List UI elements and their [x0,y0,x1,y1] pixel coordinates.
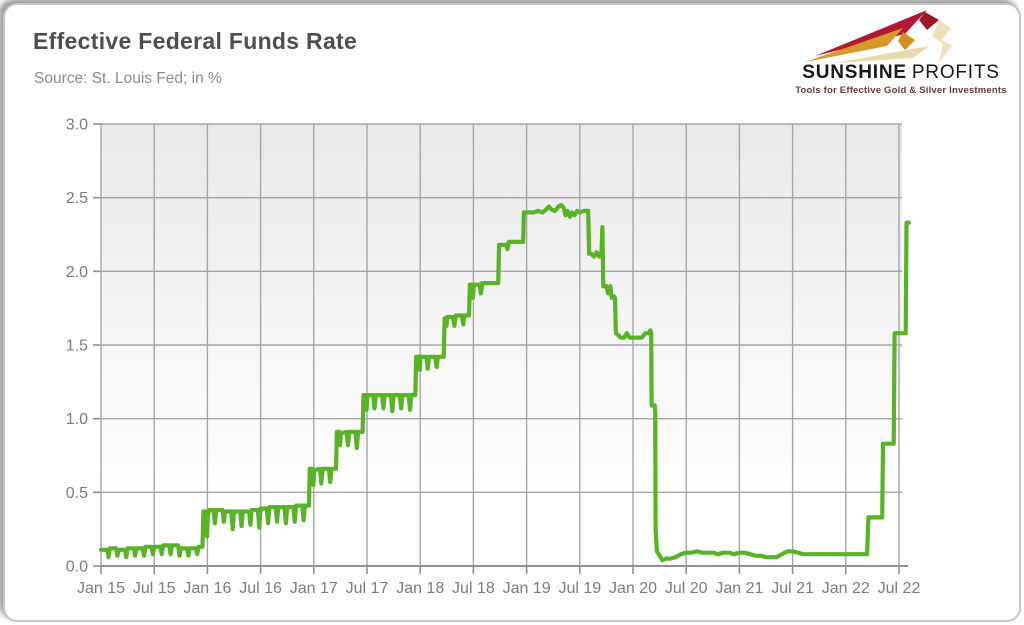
x-tick-label: Jan 20 [609,580,657,597]
x-tick-label: Jan 19 [503,580,551,597]
y-tick-label: 3.0 [66,117,88,134]
y-tick-label: 1.0 [66,411,88,428]
x-tick-label: Jan 16 [183,580,231,597]
y-tick-label: 2.5 [66,190,88,207]
x-tick-label: Jan 21 [715,580,763,597]
x-tick-label: Jul 16 [239,580,282,597]
y-tick-label: 1.5 [66,338,88,355]
page-title: Effective Federal Funds Rate [33,28,358,54]
y-tick-label: 0.0 [66,559,88,576]
logo-word-profits: PROFITS [911,62,1000,83]
logo-tagline: Tools for Effective Gold & Silver Invest… [795,85,1007,96]
x-tick-label: Jan 18 [396,580,444,597]
x-tick-label: Jul 15 [133,580,176,597]
x-tick-label: Jan 17 [290,580,338,597]
x-tick-label: Jul 17 [346,580,389,597]
x-tick-label: Jul 19 [558,580,601,597]
x-tick-label: Jul 21 [771,580,814,597]
logo-arrows-icon [805,10,952,63]
y-tick-label: 0.5 [66,485,88,502]
x-tick-label: Jul 22 [878,580,921,597]
effr-series-line [98,202,911,563]
x-tick-label: Jul 18 [452,580,495,597]
logo-wordmark: SUNSHINE PROFITS [792,62,1010,84]
y-tick-label: 2.0 [66,264,88,281]
logo-word-sunshine: SUNSHINE [802,62,907,83]
x-tick-label: Jan 15 [77,580,125,597]
x-tick-label: Jul 20 [665,580,708,597]
sunshine-profits-logo: SUNSHINE PROFITS Tools for Effective Gold… [792,6,1010,104]
source-note: Source: St. Louis Fed; in % [34,70,222,87]
x-tick-label: Jan 22 [822,580,870,597]
